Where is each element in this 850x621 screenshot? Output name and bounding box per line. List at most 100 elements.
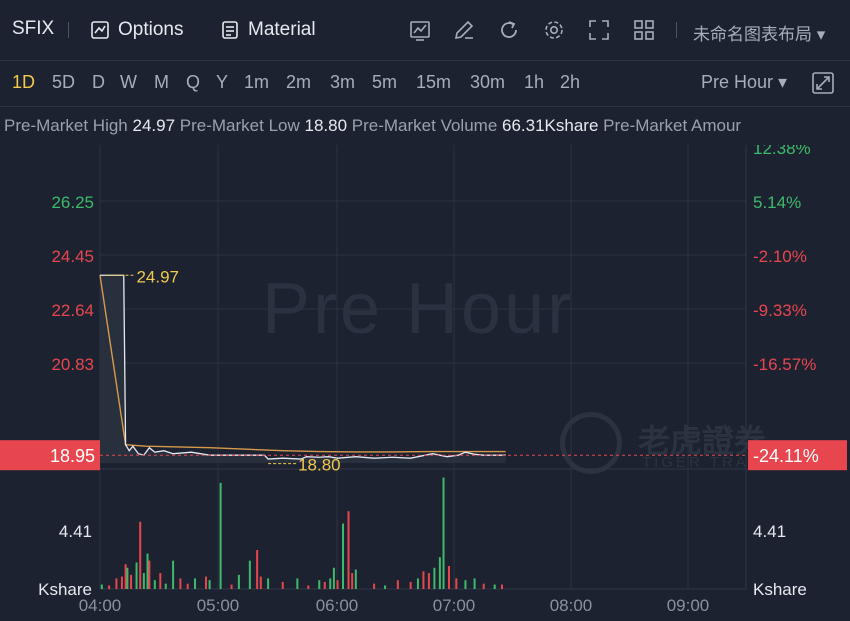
period-15m[interactable]: 15m — [416, 72, 452, 92]
symbol-label[interactable]: SFIX — [12, 18, 55, 39]
material-button[interactable]: Material — [220, 16, 316, 44]
options-chart-icon — [91, 21, 109, 39]
period-q[interactable]: Q — [186, 72, 201, 92]
volume-bar — [329, 578, 332, 589]
period-3m[interactable]: 3m — [330, 72, 356, 92]
volume-tick-label: 4.41 — [59, 522, 92, 541]
info-label: Pre-Market High — [4, 116, 128, 135]
volume-bar — [179, 578, 182, 589]
volume-bar — [219, 482, 222, 589]
session-select[interactable]: Pre Hour ▾ — [701, 72, 788, 92]
volume-bar — [130, 574, 133, 589]
volume-bar — [384, 585, 387, 589]
expand-icon[interactable] — [812, 72, 834, 94]
pct-tick-label: -2.10% — [753, 247, 807, 266]
volume-bar — [100, 584, 103, 589]
x-tick-label: 07:00 — [433, 596, 476, 615]
period-2m[interactable]: 2m — [286, 72, 312, 92]
period-1d[interactable]: 1D — [12, 72, 36, 92]
price-tick-label: 24.45 — [51, 247, 94, 266]
volume-bar — [351, 573, 354, 589]
volume-bar — [438, 557, 441, 589]
volume-bar — [416, 578, 419, 589]
volume-bar — [318, 580, 321, 589]
volume-bar — [153, 580, 156, 589]
divider — [676, 22, 677, 38]
options-label: Options — [118, 19, 184, 40]
volume-bar — [159, 573, 162, 589]
period-1h[interactable]: 1h — [524, 72, 545, 92]
volume-bar — [448, 566, 451, 589]
period-d[interactable]: D — [92, 72, 105, 92]
volume-bar — [427, 573, 430, 589]
volume-bar — [172, 560, 175, 589]
period-2h[interactable]: 2h — [560, 72, 581, 92]
volume-bar — [336, 580, 339, 589]
low-marker-label: 18.80 — [298, 456, 341, 475]
settings-icon[interactable] — [542, 18, 566, 42]
volume-bar — [281, 581, 284, 589]
volume-bar — [256, 550, 259, 589]
volume-bar — [208, 580, 211, 589]
x-tick-label: 05:00 — [197, 596, 240, 615]
volume-bar — [455, 578, 458, 589]
pct-tick-label: 5.14% — [753, 193, 801, 212]
volume-bar — [237, 574, 240, 589]
volume-bar — [296, 578, 299, 589]
volume-bar — [433, 567, 436, 589]
pct-tick-label: 12.38% — [753, 145, 811, 158]
high-marker-label: 24.97 — [136, 267, 179, 286]
price-tick-label: 20.83 — [51, 355, 94, 374]
volume-bar — [501, 584, 503, 589]
x-tick-label: 06:00 — [316, 596, 359, 615]
period-1m[interactable]: 1m — [244, 72, 270, 92]
volume-bar — [473, 578, 476, 589]
volume-bar — [148, 560, 151, 589]
grid-layout-icon[interactable] — [632, 18, 656, 42]
pct-tick-label: -16.57% — [753, 355, 816, 374]
volume-bar — [120, 576, 123, 589]
period-5d[interactable]: 5D — [52, 72, 76, 92]
volume-bar — [354, 569, 357, 589]
price-tick-label: 26.25 — [51, 193, 94, 212]
material-label: Material — [248, 19, 316, 40]
volume-bar — [267, 578, 270, 589]
indicator-chart-icon[interactable] — [408, 18, 432, 42]
period-5m[interactable]: 5m — [372, 72, 398, 92]
period-30m[interactable]: 30m — [470, 72, 506, 92]
volume-unit-label: Kshare — [38, 580, 92, 599]
volume-bar — [142, 573, 145, 589]
volume-bar — [332, 567, 335, 589]
info-label: Pre-Market Amour — [603, 116, 742, 135]
volume-bar — [396, 580, 399, 589]
edit-icon[interactable] — [452, 18, 476, 42]
x-tick-label: 08:00 — [550, 596, 593, 615]
volume-bar — [409, 581, 412, 589]
divider — [68, 22, 69, 38]
document-icon — [222, 21, 238, 39]
price-chart[interactable]: 26.25 24.45 22.64 20.83 12.38% 5.14% -2.10% -9.… — [0, 145, 850, 621]
x-tick-label: 04:00 — [79, 596, 122, 615]
price-tick-label: 22.64 — [51, 301, 94, 320]
refresh-icon[interactable] — [497, 18, 521, 42]
layout-name-dropdown[interactable]: 未命名图表布局 ▾ — [693, 25, 826, 44]
volume-bar — [442, 477, 445, 589]
current-price-badge — [0, 440, 100, 471]
volume-bar — [248, 560, 251, 589]
avg-price-line — [99, 275, 506, 453]
period-y[interactable]: Y — [216, 72, 229, 92]
current-pct-label: -24.11% — [753, 446, 819, 466]
info-value: 24.97 — [132, 116, 176, 135]
brand-en: TIGER TRADE — [642, 454, 776, 471]
volume-bar — [464, 580, 467, 589]
period-m[interactable]: M — [154, 72, 169, 92]
current-pct-badge — [748, 440, 847, 471]
volume-bar — [342, 523, 345, 589]
price-line — [100, 274, 506, 460]
period-w[interactable]: W — [120, 72, 137, 92]
volume-bar — [186, 583, 189, 589]
volume-bar — [259, 576, 262, 589]
info-label: Pre-Market Low — [179, 116, 300, 135]
fullscreen-icon[interactable] — [587, 18, 611, 42]
options-button[interactable]: Options — [90, 16, 183, 44]
